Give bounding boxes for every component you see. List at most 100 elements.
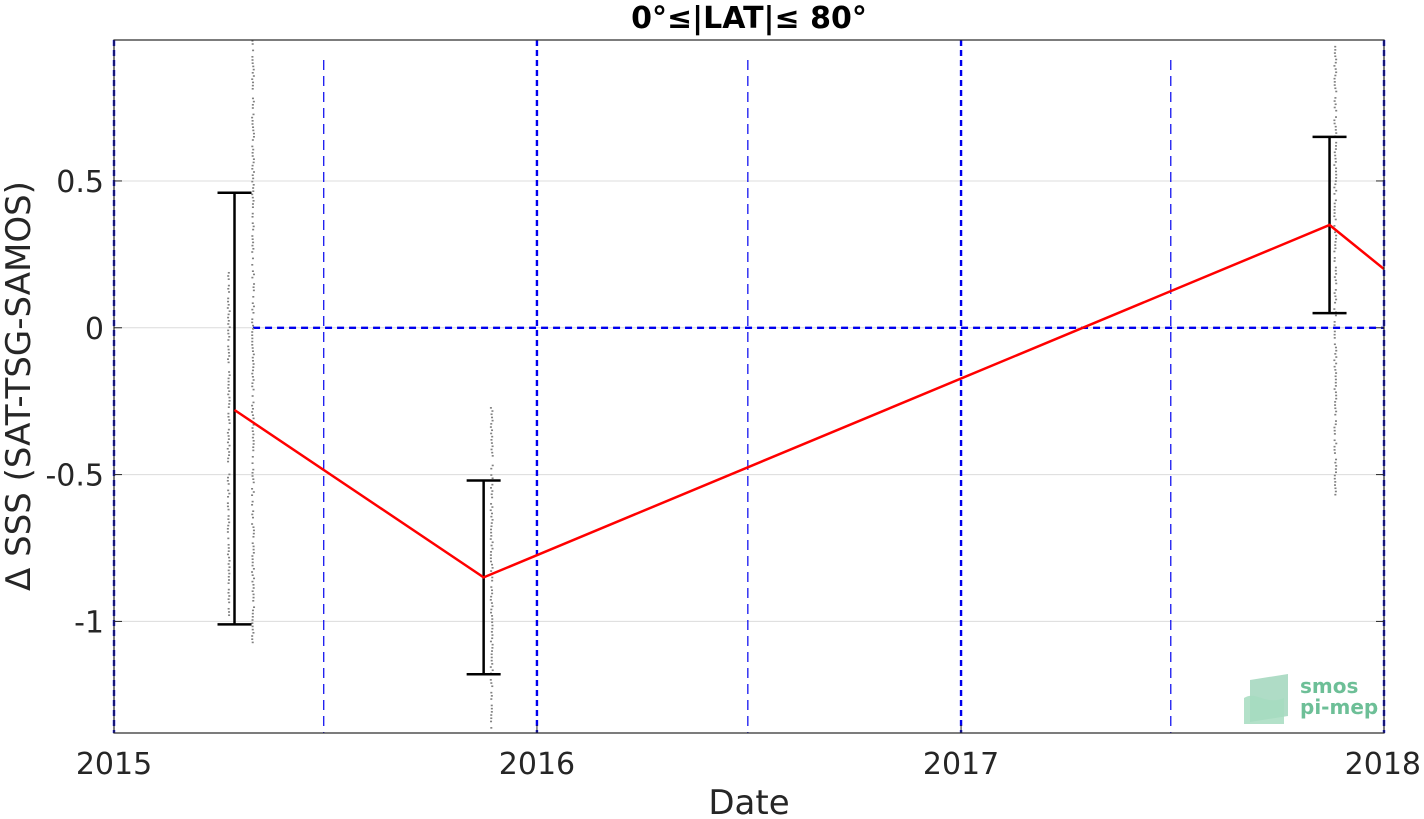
scatter-point: [228, 403, 231, 405]
scatter-point: [490, 442, 493, 444]
scatter-point: [1334, 369, 1337, 371]
scatter-point: [251, 571, 254, 573]
scatter-point: [251, 372, 254, 375]
scatter-point: [1333, 359, 1336, 362]
plot-area: [114, 40, 1384, 733]
scatter-point: [251, 180, 254, 183]
scatter-point: [1333, 209, 1336, 211]
scatter-point: [252, 328, 255, 330]
scatter-point: [491, 592, 494, 595]
scatter-point: [1334, 487, 1337, 490]
scatter-point: [226, 531, 229, 533]
scatter-point: [252, 129, 255, 132]
scatter-point: [228, 566, 231, 568]
scatter-point: [1334, 353, 1337, 355]
scatter-point: [1333, 337, 1336, 339]
scatter-point: [1334, 247, 1337, 250]
scatter-point: [1333, 439, 1336, 442]
scatter-point: [491, 547, 494, 550]
scatter-point: [490, 474, 493, 476]
scatter-point: [227, 278, 230, 280]
scatter-point: [1333, 449, 1336, 451]
scatter-point: [227, 582, 230, 584]
series-line: [233, 223, 1385, 579]
scatter-point: [228, 419, 231, 421]
scatter-point: [1334, 231, 1337, 234]
scatter-point: [1334, 103, 1337, 106]
scatter-point: [252, 510, 255, 512]
scatter-point: [251, 123, 254, 125]
logo-text-smos: smos: [1300, 674, 1358, 698]
scatter-point: [251, 120, 254, 122]
scatter-point: [1335, 234, 1338, 237]
scatter-point: [491, 435, 494, 438]
scatter-point: [491, 416, 494, 419]
scatter-point: [252, 552, 255, 554]
scatter-point: [251, 238, 254, 240]
x-tick-label: 2015: [76, 747, 152, 782]
scatter-point: [491, 647, 494, 649]
scatter-point: [228, 595, 231, 597]
scatter-point: [251, 331, 254, 333]
scatter-point: [251, 609, 254, 612]
scatter-point: [1333, 260, 1336, 262]
scatter-point: [1333, 343, 1336, 346]
scatter-point: [489, 538, 492, 540]
scatter-point: [252, 353, 255, 356]
scatter-point: [227, 406, 230, 408]
scatter-point: [251, 516, 254, 519]
scatter-point: [1334, 157, 1337, 160]
scatter-point: [252, 49, 255, 52]
scatter-point: [228, 371, 231, 373]
scatter-point: [1334, 154, 1337, 157]
scatter-point: [1333, 119, 1336, 122]
scatter-point: [252, 68, 255, 71]
scatter-point: [490, 727, 493, 729]
scatter-point: [251, 427, 254, 429]
scatter-point: [228, 399, 231, 402]
scatter-point: [1333, 308, 1336, 310]
scatter-point: [227, 495, 230, 498]
scatter-point: [1335, 90, 1338, 93]
scatter-point: [251, 616, 254, 618]
scatter-point: [1334, 266, 1337, 269]
scatter-point: [491, 624, 494, 627]
scatter-point: [1335, 356, 1338, 358]
scatter-point: [489, 640, 492, 643]
scatter-point: [1333, 433, 1336, 435]
scatter-point: [1333, 225, 1336, 227]
scatter-point: [251, 116, 254, 119]
scatter-point: [1335, 349, 1338, 352]
scatter-point: [1335, 410, 1338, 413]
scatter-point: [491, 563, 494, 566]
scatter-point: [490, 586, 493, 588]
scatter-point: [252, 443, 255, 445]
scatter-point: [1335, 237, 1338, 240]
scatter-point: [251, 340, 254, 343]
scatter-point: [251, 408, 254, 410]
scatter-point: [251, 382, 254, 384]
scatter-point: [252, 424, 255, 426]
scatter-point: [252, 161, 255, 164]
scatter-point: [1334, 481, 1337, 483]
scatter-point: [489, 509, 492, 512]
scatter-point: [252, 584, 255, 586]
scatter-point: [251, 139, 254, 141]
scatter-point: [1334, 148, 1337, 150]
scatter-point: [1335, 397, 1338, 400]
scatter-point: [489, 426, 492, 428]
scatter-point: [226, 431, 229, 434]
scatter-point: [227, 524, 230, 527]
scatter-point: [490, 691, 493, 694]
scatter-point: [491, 445, 494, 448]
scatter-point: [1335, 173, 1338, 176]
scatter-point: [252, 312, 255, 314]
scatter-point: [491, 589, 494, 592]
scatter-point: [251, 504, 254, 506]
scatter-point: [489, 487, 492, 489]
scatter-point: [227, 271, 230, 274]
scatter-point: [226, 505, 229, 508]
scatter-point: [490, 570, 493, 572]
scatter-point: [490, 682, 493, 684]
scatter-point: [490, 439, 493, 441]
